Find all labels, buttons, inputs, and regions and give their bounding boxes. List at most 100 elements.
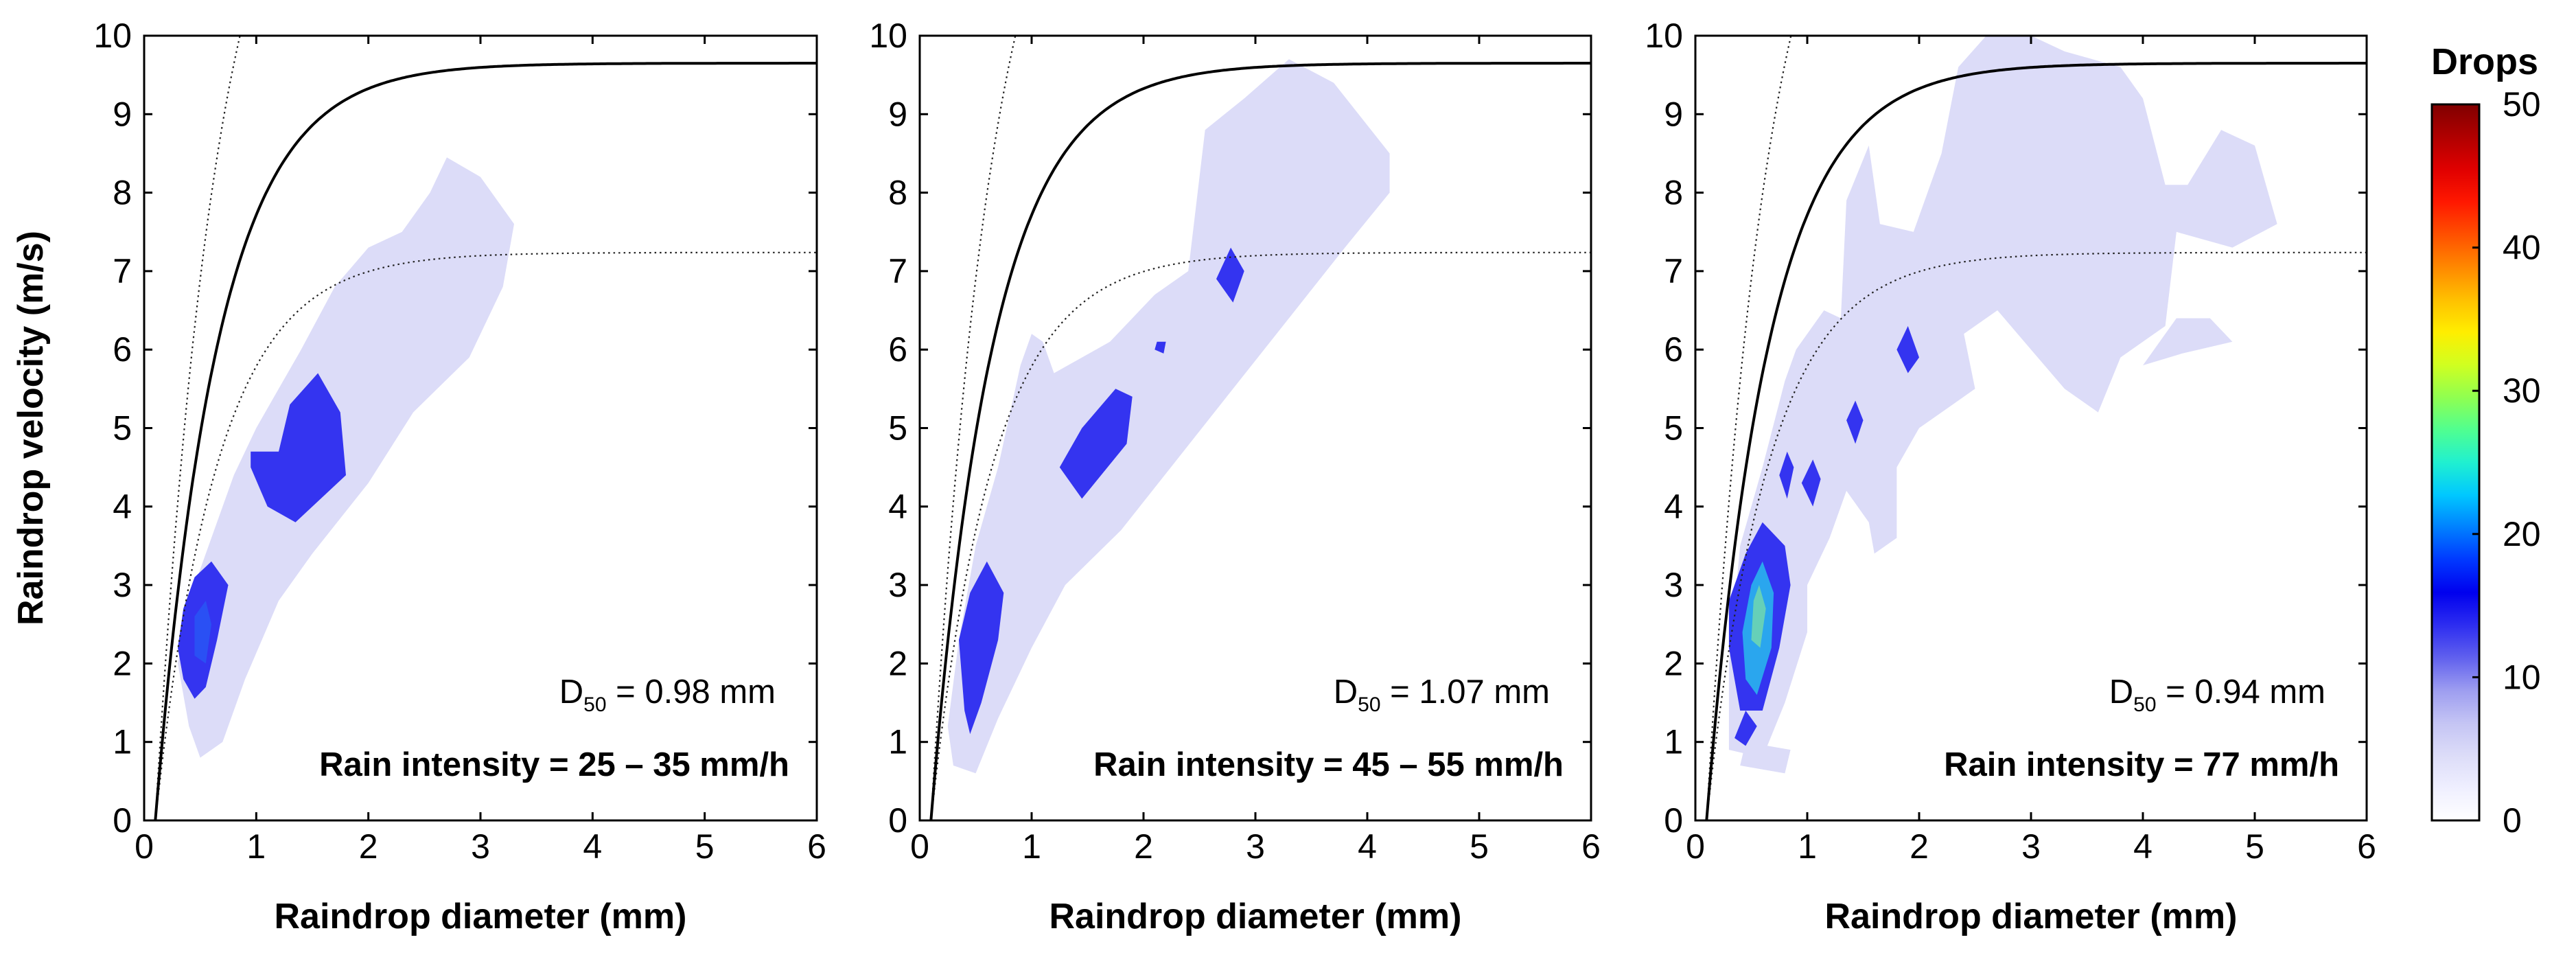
y-tick-label: 10: [93, 16, 132, 55]
density-region-2: [2143, 318, 2233, 366]
y-tick-label: 4: [113, 487, 132, 526]
x-tick-label: 2: [1134, 827, 1153, 866]
y-tick-label: 5: [1664, 409, 1683, 448]
x-tick-label: 5: [695, 827, 715, 866]
density-region-4: [194, 601, 211, 664]
panel-2: 0 1 2 3 4 5 6 0 1 2 3 4 5 6 7 8 9 10 Raindrop diameter (mm…: [869, 16, 1601, 936]
d50-value: = 0.94 mm: [2157, 674, 2325, 711]
y-tick-label: 8: [113, 174, 132, 212]
fit-curve: [1705, 62, 2367, 820]
density-region-7: [1801, 459, 1821, 507]
rain-intensity-annotation: Rain intensity = 25 – 35 mm/h: [319, 746, 789, 783]
y-tick-label: 2: [113, 644, 132, 682]
density-region-11: [1751, 585, 1766, 648]
d50-symbol: D: [1334, 674, 1358, 711]
y-tick-label: 7: [113, 252, 132, 290]
x-tick-label: 0: [910, 827, 929, 866]
y-tick-label: 1: [1664, 723, 1683, 761]
y-tick-label: 3: [113, 566, 132, 604]
x-tick-label: 4: [2133, 827, 2153, 866]
y-tick-label: 4: [1664, 487, 1683, 526]
density-region-2: [251, 373, 346, 522]
d50-symbol: D: [2109, 674, 2133, 711]
fit-curve: [154, 62, 817, 820]
colorbar-tick-label: 30: [2503, 371, 2541, 410]
d50-annotation: D50 = 1.07 mm: [1334, 674, 1550, 716]
x-tick-label: 1: [246, 827, 266, 866]
y-tick-label: 3: [888, 566, 907, 604]
y-tick-label: 9: [1664, 95, 1683, 133]
d50-value: = 0.98 mm: [607, 674, 776, 711]
density-region-6: [1779, 451, 1794, 499]
density-region-8: [1846, 400, 1864, 444]
x-tick-label: 3: [2021, 827, 2041, 866]
x-tick-label: 3: [471, 827, 490, 866]
y-tick-label: 3: [1664, 566, 1683, 604]
d50-symbol: D: [559, 674, 583, 711]
y-tick-label: 9: [113, 95, 132, 133]
lower-envelope-curve: [154, 251, 817, 820]
d50-subscript: 50: [2133, 693, 2156, 716]
y-tick-label: 0: [888, 801, 907, 840]
density-region-5: [1734, 711, 1757, 746]
y-tick-label: 7: [1664, 252, 1683, 290]
y-tick-label: 9: [888, 95, 907, 133]
y-tick-label: 5: [113, 409, 132, 448]
colorbar-title: Drops: [2431, 41, 2538, 82]
plot-content: [1705, 36, 2367, 820]
x-tick-label: 2: [359, 827, 378, 866]
rain-intensity-annotation: Rain intensity = 77 mm/h: [1944, 746, 2339, 783]
y-tick-label: 0: [1664, 801, 1683, 840]
d50-annotation: D50 = 0.94 mm: [2109, 674, 2325, 716]
plot-content: [154, 36, 817, 820]
rain-intensity-annotation: Rain intensity = 45 – 55 mm/h: [1093, 746, 1564, 783]
y-tick-label: 0: [113, 801, 132, 840]
d50-subscript: 50: [1358, 693, 1380, 716]
x-tick-label: 0: [1686, 827, 1705, 866]
d50-subscript: 50: [583, 693, 606, 716]
x-tick-label: 6: [807, 827, 826, 866]
panel-1: 0 1 2 3 4 5 6 0 1 2 3 4 5 6 7 8 9 10 Raindrop diameter (mm…: [11, 16, 826, 936]
y-tick-label: 4: [888, 487, 907, 526]
x-tick-label: 1: [1022, 827, 1041, 866]
lower-envelope-curve: [1706, 251, 2367, 820]
density-region-3: [1740, 741, 1791, 774]
d50-annotation: D50 = 0.98 mm: [559, 674, 776, 716]
y-tick-label: 8: [1664, 174, 1683, 212]
y-tick-label: 6: [888, 330, 907, 369]
density-region-9: [1896, 325, 1919, 373]
x-tick-label: 4: [1358, 827, 1377, 866]
colorbar-tick-label: 20: [2503, 515, 2541, 553]
y-tick-label: 1: [888, 723, 907, 761]
y-tick-label: 5: [888, 409, 907, 448]
colorbar-tick-label: 40: [2503, 229, 2541, 267]
density-region-4: [1154, 341, 1166, 354]
lower-envelope-curve: [930, 251, 1591, 820]
d50-value: = 1.07 mm: [1381, 674, 1550, 711]
y-tick-label: 6: [1664, 330, 1683, 369]
x-axis-label: Raindrop diameter (mm): [275, 897, 687, 936]
x-axis-label: Raindrop diameter (mm): [1825, 897, 2238, 936]
y-tick-label: 10: [869, 16, 907, 55]
x-tick-label: 1: [1798, 827, 1817, 866]
plot-content: [929, 36, 1591, 820]
y-tick-label: 7: [888, 252, 907, 290]
density-region-1: [1728, 36, 2277, 758]
x-tick-label: 6: [1581, 827, 1601, 866]
y-tick-label: 8: [888, 174, 907, 212]
density-region-1: [178, 157, 514, 758]
density-region-1: [947, 59, 1390, 774]
x-axis-label: Raindrop diameter (mm): [1049, 897, 1462, 936]
y-tick-label: 2: [888, 644, 907, 682]
colorbar-tick-label: 50: [2503, 85, 2541, 124]
colorbar-frame: [2430, 103, 2481, 822]
colorbar-fill: [2432, 104, 2479, 820]
x-tick-label: 2: [1910, 827, 1929, 866]
x-tick-label: 4: [583, 827, 602, 866]
x-tick-label: 6: [2357, 827, 2376, 866]
x-tick-label: 5: [1470, 827, 1489, 866]
colorbar-tick-label: 0: [2503, 801, 2522, 840]
x-tick-label: 5: [2245, 827, 2264, 866]
